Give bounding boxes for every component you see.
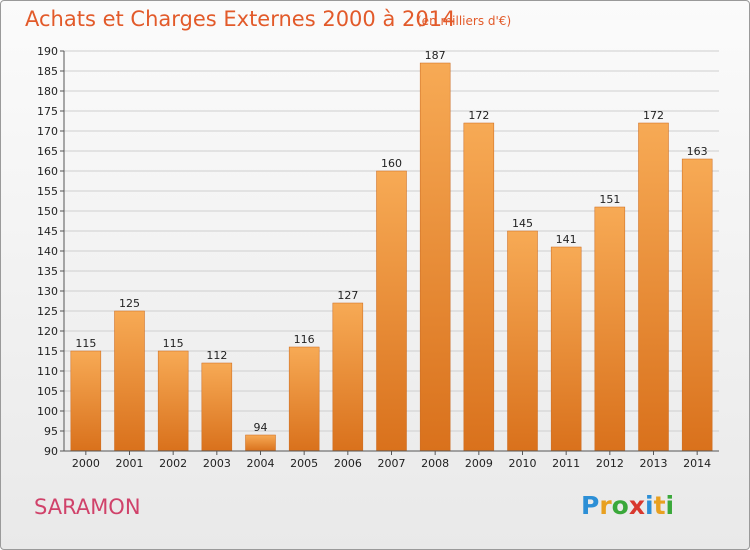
- axes: [60, 50, 719, 455]
- data-label: 94: [254, 421, 268, 434]
- proxiti-logo: Proxiti: [581, 491, 674, 520]
- data-label: 187: [425, 49, 446, 62]
- x-tick-label: 2005: [290, 457, 318, 470]
- data-label: 127: [337, 289, 358, 302]
- logo-letter: P: [581, 491, 600, 520]
- data-label: 115: [163, 337, 184, 350]
- y-tick-label: 110: [37, 365, 58, 378]
- data-label: 112: [206, 349, 227, 362]
- y-tick-label: 175: [37, 105, 58, 118]
- y-tick-label: 120: [37, 325, 58, 338]
- logo-letter: t: [653, 491, 666, 520]
- x-tick-label: 2001: [116, 457, 144, 470]
- bar: [157, 350, 189, 452]
- x-tick-label: 2007: [378, 457, 406, 470]
- data-label: 163: [687, 145, 708, 158]
- x-tick-label: 2011: [552, 457, 580, 470]
- y-tick-label: 95: [44, 425, 58, 438]
- x-tick-label: 2003: [203, 457, 231, 470]
- data-label: 141: [556, 233, 577, 246]
- y-tick-label: 105: [37, 385, 58, 398]
- logo-letter: o: [611, 491, 629, 520]
- data-label: 172: [643, 109, 664, 122]
- y-tick-label: 190: [37, 45, 58, 58]
- x-tick-label: 2010: [509, 457, 537, 470]
- data-label: 151: [599, 193, 620, 206]
- y-tick-label: 135: [37, 265, 58, 278]
- bar: [288, 346, 320, 452]
- logo-letter: i: [645, 491, 654, 520]
- bar: [550, 246, 582, 452]
- data-label: 116: [294, 333, 315, 346]
- x-tick-label: 2004: [247, 457, 275, 470]
- y-tick-label: 130: [37, 285, 58, 298]
- x-tick-label: 2002: [159, 457, 187, 470]
- chart-subtitle: (en milliers d'€): [417, 14, 512, 28]
- x-tick-label: 2014: [683, 457, 711, 470]
- y-tick-label: 90: [44, 445, 58, 458]
- bar: [70, 350, 102, 452]
- x-tick-label: 2000: [72, 457, 100, 470]
- y-tick-label: 125: [37, 305, 58, 318]
- bar: [201, 362, 233, 452]
- chart-title: Achats et Charges Externes 2000 à 2014: [25, 7, 456, 31]
- y-tick-label: 150: [37, 205, 58, 218]
- bar: [507, 230, 538, 452]
- data-label: 160: [381, 157, 402, 170]
- data-label: 172: [468, 109, 489, 122]
- data-label: 125: [119, 297, 140, 310]
- y-tick-label: 165: [37, 145, 58, 158]
- x-tick-label: 2013: [640, 457, 668, 470]
- data-label: 145: [512, 217, 533, 230]
- y-tick-label: 100: [37, 405, 58, 418]
- bar: [332, 302, 364, 452]
- y-tick-label: 185: [37, 65, 58, 78]
- y-tick-label: 160: [37, 165, 58, 178]
- x-tick-label: 2012: [596, 457, 624, 470]
- x-tick-label: 2009: [465, 457, 493, 470]
- x-tick-label: 2008: [421, 457, 449, 470]
- y-tick-label: 145: [37, 225, 58, 238]
- logo-letter: x: [628, 491, 645, 520]
- bar: [638, 122, 669, 452]
- bars: [70, 62, 713, 452]
- labels: 90 95 100 105 110 115 120 125 130 135 140 145 150 155…: [37, 45, 711, 470]
- commune-name: SARAMON: [34, 495, 141, 519]
- logo-letter: i: [665, 491, 675, 520]
- data-label: 115: [75, 337, 96, 350]
- y-tick-label: 115: [37, 345, 58, 358]
- bar: [376, 170, 407, 452]
- y-tick-label: 155: [37, 185, 58, 198]
- y-tick-label: 140: [37, 245, 58, 258]
- bar: [594, 206, 626, 452]
- y-tick-label: 180: [37, 85, 58, 98]
- bar: [245, 434, 276, 452]
- bar: [114, 310, 145, 452]
- bar: [463, 122, 495, 452]
- bar: [419, 62, 451, 452]
- logo-letter: r: [599, 491, 612, 520]
- bar: [681, 158, 713, 452]
- x-tick-label: 2006: [334, 457, 362, 470]
- y-tick-label: 170: [37, 125, 58, 138]
